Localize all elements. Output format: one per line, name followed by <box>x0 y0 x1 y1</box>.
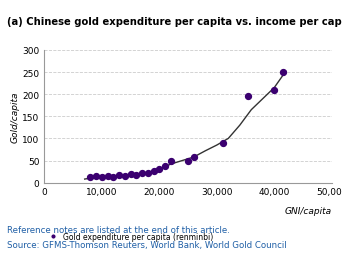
Point <box>140 171 145 175</box>
Point <box>157 168 162 172</box>
Point <box>111 175 116 179</box>
Point <box>191 156 197 160</box>
Point <box>151 169 156 173</box>
Point <box>220 141 225 145</box>
X-axis label: GNI/capita: GNI/capita <box>285 207 332 216</box>
Point <box>122 174 128 178</box>
Point <box>145 171 150 175</box>
Point <box>105 174 110 178</box>
Y-axis label: Gold/capita: Gold/capita <box>11 91 19 142</box>
Point <box>134 173 139 177</box>
Text: Source: GFMS-Thomson Reuters, World Bank, World Gold Council: Source: GFMS-Thomson Reuters, World Bank… <box>7 240 287 249</box>
Point <box>280 71 286 75</box>
Point <box>99 176 105 180</box>
Point <box>272 88 277 92</box>
Point <box>168 160 174 164</box>
Point <box>116 173 122 178</box>
Point <box>88 176 93 180</box>
Legend: Gold expenditure per capita (renminbi): Gold expenditure per capita (renminbi) <box>42 229 216 244</box>
Text: Reference notes are listed at the end of this article.: Reference notes are listed at the end of… <box>7 225 230 234</box>
Text: (a) Chinese gold expenditure per capita vs. income per capita: (a) Chinese gold expenditure per capita … <box>7 17 342 26</box>
Point <box>185 159 191 163</box>
Point <box>128 172 133 177</box>
Point <box>93 175 99 179</box>
Point <box>246 94 251 98</box>
Point <box>162 164 168 168</box>
